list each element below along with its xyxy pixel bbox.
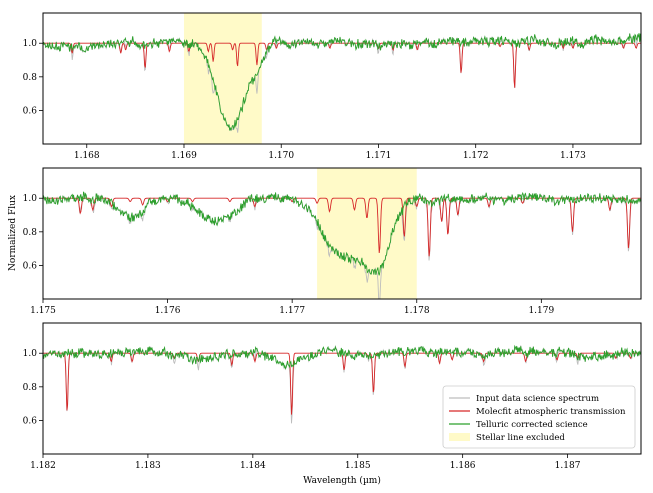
series-group: [43, 33, 641, 133]
x-tick-label: 1.179: [528, 306, 554, 316]
y-tick-label: 1.0: [23, 194, 38, 204]
x-tick-label: 1.182: [30, 461, 56, 471]
x-tick-label: 1.169: [171, 151, 197, 161]
legend-label-corrected: Telluric corrected science: [476, 420, 588, 430]
y-tick-label: 1.0: [23, 39, 38, 49]
series-group: [43, 344, 641, 424]
x-tick-label: 1.183: [135, 461, 161, 471]
x-tick-label: 1.185: [345, 461, 371, 471]
plot-frame: [42, 167, 642, 300]
x-tick-label: 1.170: [268, 151, 294, 161]
legend-label-input: Input data science spectrum: [476, 394, 599, 404]
series-input-spectrum: [43, 33, 641, 133]
legend-label-excluded: Stellar line excluded: [476, 433, 565, 443]
x-tick-label: 1.186: [450, 461, 476, 471]
x-tick-label: 1.171: [366, 151, 392, 161]
panel-middle: 1.175 1.176 1.177 1.178 1.179 0.6 0.8 1.0: [23, 167, 642, 316]
y-tick-label: 0.6: [23, 106, 38, 116]
y-tick-label: 1.0: [23, 349, 38, 359]
y-axis-title: Normalized Flux: [8, 195, 18, 271]
x-axis-title: Wavelength (µm): [303, 475, 381, 486]
series-telluric-corrected: [43, 344, 641, 370]
panel-bottom: 1.182 1.183 1.184 1.185 1.186 1.187 0.6 0.8 1.0: [23, 322, 642, 471]
x-tick-label: 1.176: [155, 306, 181, 316]
series-molecfit-transmission: [43, 197, 641, 257]
panel-top: 1.168 1.169 1.170 1.171 1.172 1.173 0.6 0.8 1.0: [23, 12, 642, 161]
legend: Input data science spectrum Molecfit atmo…: [442, 385, 636, 449]
excluded-region: [183, 13, 262, 144]
y-tick-label: 0.6: [23, 416, 38, 426]
y-tick-label: 0.8: [23, 73, 38, 83]
series-group: [43, 191, 641, 299]
x-tick-label: 1.175: [30, 306, 56, 316]
x-tick-label: 1.173: [560, 151, 586, 161]
y-tick-label: 0.6: [23, 261, 38, 271]
x-tick-label: 1.168: [74, 151, 100, 161]
y-tick-label: 0.8: [23, 383, 38, 393]
plot-frame: [42, 12, 642, 145]
x-tick-label: 1.178: [404, 306, 430, 316]
series-molecfit-transmission: [43, 42, 641, 88]
x-tick-label: 1.172: [463, 151, 489, 161]
x-tick-label: 1.184: [240, 461, 266, 471]
y-tick-label: 0.8: [23, 228, 38, 238]
legend-swatch-excluded: [449, 433, 470, 441]
legend-box: [442, 385, 636, 449]
series-telluric-corrected: [43, 33, 641, 131]
x-tick-label: 1.187: [555, 461, 581, 471]
series-telluric-corrected: [43, 191, 641, 276]
legend-label-model: Molecfit atmospheric transmission: [476, 407, 626, 417]
x-tick-label: 1.177: [279, 306, 305, 316]
plot-frame: [42, 322, 642, 455]
